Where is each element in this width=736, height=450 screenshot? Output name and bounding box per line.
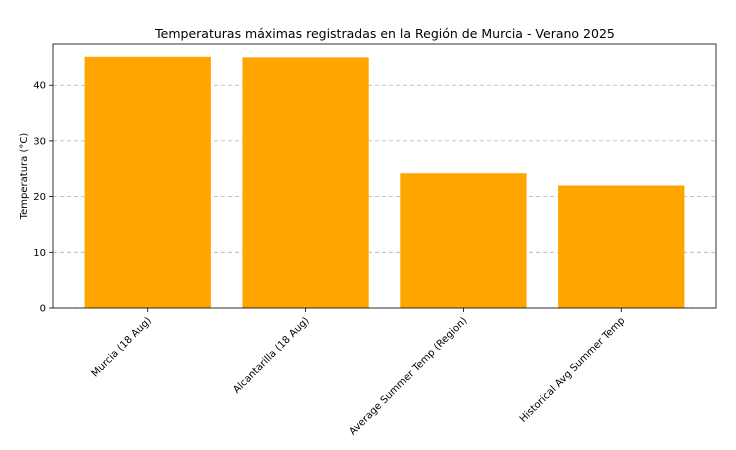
y-tick-labels: 0 10 20 30 40: [33, 81, 46, 315]
bar: [84, 56, 211, 309]
x-tick-label: Murcia (18 Aug): [90, 315, 154, 379]
axes-group: [49, 43, 717, 312]
y-tick-label: 40: [33, 81, 46, 92]
y-tick-label: 10: [33, 248, 46, 259]
chart-title: Temperaturas máximas registradas en la R…: [154, 26, 615, 41]
y-tick-label: 20: [33, 192, 46, 203]
x-tick-labels: Murcia (18 Aug) Alcantarilla (18 Aug) Aver…: [90, 315, 628, 437]
plot-frame: [52, 43, 717, 309]
x-tick-label: Average Summer Temp (Region): [347, 315, 469, 437]
x-tick-label: Alcantarilla (18 Aug): [231, 315, 311, 395]
bars-group: [84, 56, 685, 309]
y-axis-label: Temperatura (°C): [19, 133, 30, 221]
x-tick-label: Historical Avg Summer Temp: [518, 315, 628, 425]
y-tick-label: 0: [40, 304, 46, 315]
bar: [400, 173, 527, 308]
bar: [242, 57, 369, 308]
bar: [558, 185, 685, 308]
y-tick-label: 30: [33, 136, 46, 147]
